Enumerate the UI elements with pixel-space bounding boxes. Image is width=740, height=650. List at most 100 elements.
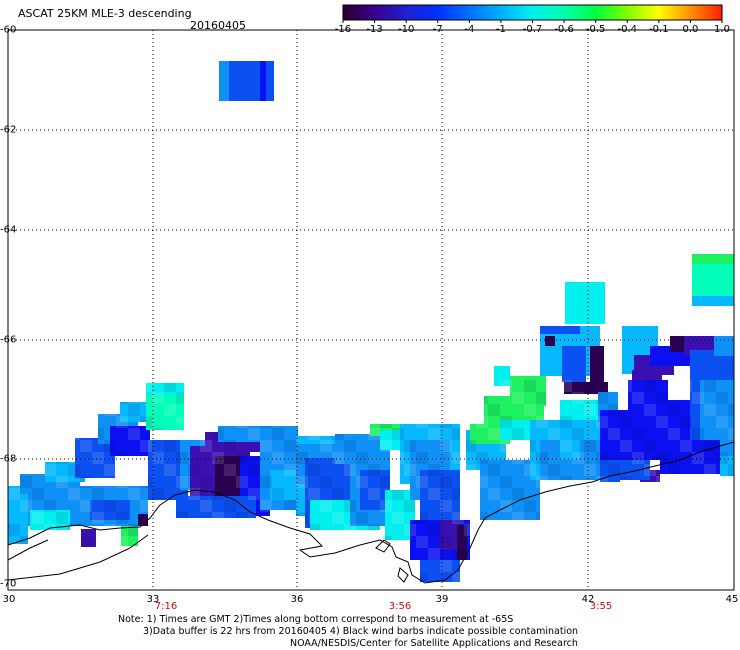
swath-texture-cell bbox=[704, 440, 716, 452]
island-outline bbox=[397, 567, 409, 583]
swath-texture-cell bbox=[272, 572, 284, 582]
swath-texture-cell bbox=[80, 416, 92, 428]
swath-texture-cell bbox=[416, 416, 428, 428]
swath-texture-cell bbox=[284, 500, 296, 512]
swath-texture-cell bbox=[224, 464, 236, 476]
swath-cell bbox=[146, 383, 184, 395]
swath-texture-cell bbox=[704, 524, 716, 536]
swath-texture-cell bbox=[152, 548, 164, 560]
swath-texture-cell bbox=[644, 440, 656, 452]
swath-texture-cell bbox=[728, 464, 734, 476]
swath-texture-cell bbox=[632, 392, 644, 404]
note-line-1: Note: 1) Times are GMT 2)Times along bot… bbox=[118, 614, 514, 625]
swath-texture-cell bbox=[620, 476, 632, 488]
swath-texture-cell bbox=[548, 404, 560, 416]
swath-texture-cell bbox=[212, 512, 224, 524]
swath-texture-cell bbox=[188, 548, 200, 560]
swath-texture-cell bbox=[680, 416, 692, 428]
swath-texture-cell bbox=[344, 464, 356, 476]
swath-texture-cell bbox=[344, 560, 356, 572]
swath-texture-cell bbox=[152, 452, 164, 464]
swath-texture-cell bbox=[620, 416, 632, 428]
swath-texture-cell bbox=[608, 464, 620, 476]
swath-cell bbox=[600, 460, 620, 482]
swath-texture-cell bbox=[548, 428, 560, 440]
swath-texture-cell bbox=[464, 524, 476, 536]
swath-texture-cell bbox=[464, 464, 476, 476]
colorbar-label: -10 bbox=[397, 24, 415, 35]
swath-texture-cell bbox=[536, 536, 548, 548]
swath-texture-cell bbox=[596, 392, 608, 404]
swath-texture-cell bbox=[20, 380, 32, 392]
swath-texture-cell bbox=[680, 380, 692, 392]
swath-texture-cell bbox=[356, 452, 368, 464]
swath-texture-cell bbox=[380, 416, 392, 428]
swath-texture-cell bbox=[728, 428, 734, 440]
pass-time-1: 7:16 bbox=[154, 601, 178, 612]
swath-texture-cell bbox=[236, 572, 248, 582]
swath-texture-cell bbox=[500, 500, 512, 512]
swath-texture-cell bbox=[8, 404, 20, 416]
lat-label-64: -64 bbox=[0, 224, 17, 236]
swath-texture-cell bbox=[464, 404, 476, 416]
swath-texture-cell bbox=[668, 488, 680, 500]
swath-texture-cell bbox=[500, 416, 512, 428]
swath-texture-cell bbox=[644, 380, 656, 392]
swath-texture-cell bbox=[512, 512, 524, 524]
swath-texture-cell bbox=[380, 500, 392, 512]
swath-texture-cell bbox=[176, 416, 188, 428]
swath-texture-cell bbox=[644, 560, 656, 572]
swath-texture-cell bbox=[92, 452, 104, 464]
swath-texture-cell bbox=[248, 428, 260, 440]
lon-label-39: 39 bbox=[435, 594, 449, 605]
swath-texture-cell bbox=[464, 380, 476, 392]
swath-texture-cell bbox=[320, 440, 332, 452]
swath-texture-cell bbox=[116, 392, 128, 404]
swath-texture-cell bbox=[332, 452, 344, 464]
swath-texture-cell bbox=[236, 536, 248, 548]
swath-texture-cell bbox=[320, 476, 332, 488]
swath-texture-cell bbox=[212, 392, 224, 404]
swath-texture-cell bbox=[476, 572, 488, 582]
swath-texture-cell bbox=[548, 548, 560, 560]
swath-texture-cell bbox=[260, 536, 272, 548]
swath-texture-cell bbox=[596, 572, 608, 582]
swath-texture-cell bbox=[32, 452, 44, 464]
swath-texture-cell bbox=[608, 404, 620, 416]
swath-texture-cell bbox=[404, 524, 416, 536]
swath-texture-cell bbox=[368, 464, 380, 476]
swath-texture-cell bbox=[104, 380, 116, 392]
swath-texture-cell bbox=[284, 380, 296, 392]
swath-texture-cell bbox=[260, 416, 272, 428]
swath-texture-cell bbox=[92, 572, 104, 582]
swath-texture-cell bbox=[296, 536, 308, 548]
swath-texture-cell bbox=[212, 572, 224, 582]
swath-texture-cell bbox=[428, 488, 440, 500]
swath-cell bbox=[218, 426, 298, 442]
swath-texture-cell bbox=[572, 548, 584, 560]
swath-texture-cell bbox=[368, 404, 380, 416]
swath-texture-cell bbox=[32, 572, 44, 582]
swath-texture-cell bbox=[668, 524, 680, 536]
swath-texture-cell bbox=[248, 488, 260, 500]
lon-label-42: 42 bbox=[581, 594, 595, 605]
swath-texture-cell bbox=[128, 548, 140, 560]
swath-texture-cell bbox=[656, 572, 668, 582]
swath-texture-cell bbox=[92, 392, 104, 404]
pass-time-2: 3:56 bbox=[388, 601, 412, 612]
swath-cell bbox=[219, 61, 229, 101]
swath-texture-cell bbox=[692, 488, 704, 500]
swath-texture-cell bbox=[68, 464, 80, 476]
swath-cell bbox=[562, 346, 586, 382]
swath-texture-cell bbox=[116, 416, 128, 428]
swath-texture-cell bbox=[248, 464, 260, 476]
swath-texture-cell bbox=[284, 404, 296, 416]
swath-texture-cell bbox=[32, 512, 44, 524]
swath-texture-cell bbox=[56, 416, 68, 428]
swath-texture-cell bbox=[536, 392, 548, 404]
colorbar bbox=[342, 4, 723, 23]
swath-texture-cell bbox=[560, 380, 572, 392]
lat-label-70: -70 bbox=[0, 578, 17, 590]
swath-texture-cell bbox=[536, 572, 548, 582]
